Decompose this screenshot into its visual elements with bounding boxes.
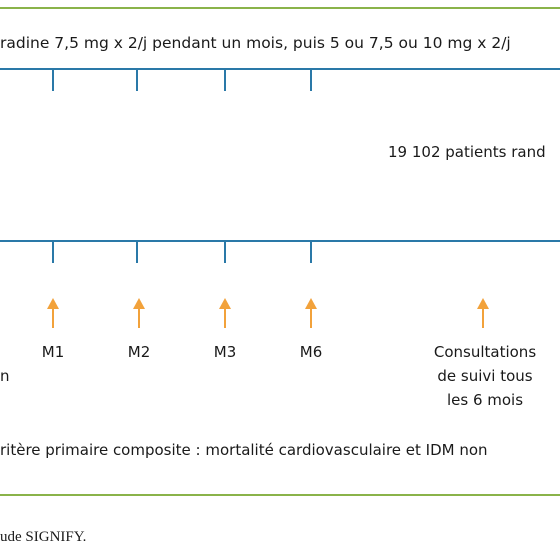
visit-label-m6: M6 xyxy=(299,343,323,361)
followup-line-2: de suivi tous xyxy=(437,367,533,385)
visit-arrow-followup xyxy=(477,298,489,328)
visit-label-m2: M2 xyxy=(127,343,151,361)
patients-label: 19 102 patients rand xyxy=(388,143,546,161)
visit-label-m1: M1 xyxy=(41,343,65,361)
visit-arrow-m3 xyxy=(219,298,231,328)
followup-line-3: les 6 mois xyxy=(446,391,524,409)
followup-line-1: Consultations xyxy=(433,343,537,361)
visit-arrow-m6 xyxy=(305,298,317,328)
figure-caption: ude SIGNIFY. xyxy=(0,529,87,545)
visit-label-m3: M3 xyxy=(213,343,237,361)
treatment-label: radine 7,5 mg x 2/j pendant un mois, pui… xyxy=(0,34,511,52)
visit-arrow-m2 xyxy=(133,298,145,328)
visit-arrow-m1 xyxy=(47,298,59,328)
left-fragment: n xyxy=(0,367,10,385)
primary-endpoint-label: ritère primaire composite : mortalité ca… xyxy=(0,441,488,459)
